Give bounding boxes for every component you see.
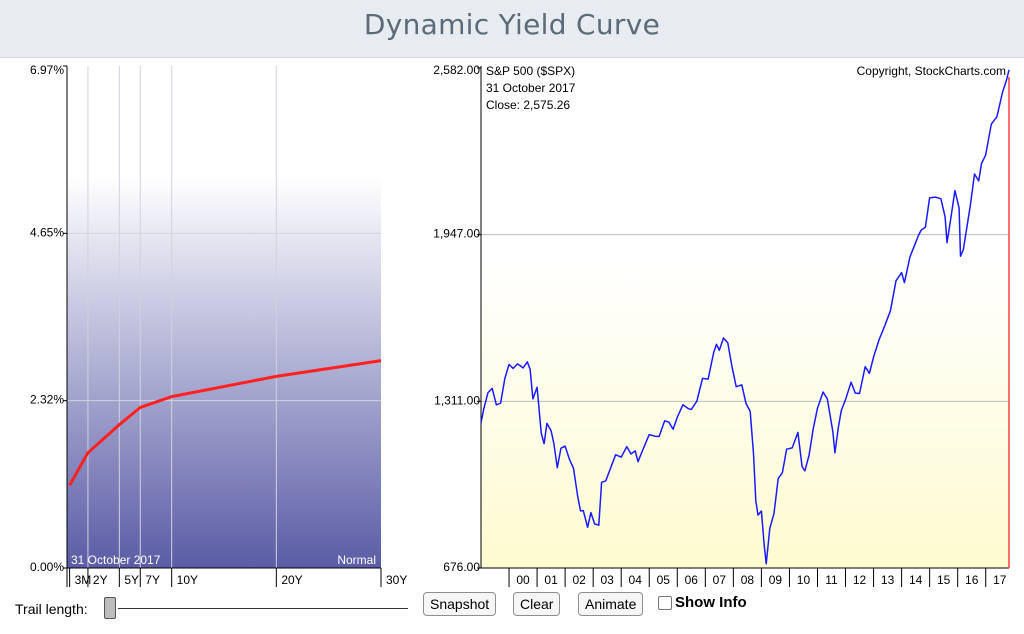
spx-y-tick-label: 1,947.00 bbox=[433, 227, 480, 241]
spx-x-tick-label: 16 bbox=[965, 573, 979, 587]
yield-x-tick-label: 5Y bbox=[124, 573, 139, 587]
yield-y-tick-label: 6.97% bbox=[30, 63, 64, 77]
yield-y-tick-label: 0.00% bbox=[30, 560, 64, 574]
yield-x-tick-label: 10Y bbox=[177, 573, 198, 587]
show-info-label: Show Info bbox=[675, 594, 747, 611]
spx-x-tick-label: 01 bbox=[544, 573, 558, 587]
spx-x-tick-label: 13 bbox=[881, 573, 895, 587]
yield-curve-chart: 6.97% 4.65% 2.32% 0.00% 3M 2Y 5Y 7Y 10Y 20Y 30Y 3… bbox=[30, 63, 407, 587]
copyright-label: Copyright, StockCharts.com bbox=[857, 64, 1006, 78]
yield-shape-label: Normal bbox=[337, 553, 376, 567]
spx-y-tick-label: 1,311.00 bbox=[434, 393, 480, 407]
page-title: Dynamic Yield Curve bbox=[363, 8, 661, 41]
spx-series-label: S&P 500 ($SPX) bbox=[486, 64, 575, 78]
yield-date-label: 31 October 2017 bbox=[71, 553, 161, 567]
spx-x-tick-label: 08 bbox=[741, 573, 755, 587]
spx-x-tick-label: 00 bbox=[516, 573, 530, 587]
trail-length-slider-handle[interactable] bbox=[104, 597, 116, 619]
spx-x-tick-label: 02 bbox=[572, 573, 586, 587]
yield-curve-line bbox=[68, 359, 382, 486]
spx-x-tick-label: 10 bbox=[797, 573, 811, 587]
spx-x-tick-label: 06 bbox=[685, 573, 699, 587]
spx-x-tick-label: 03 bbox=[601, 573, 615, 587]
spx-x-tick-label: 12 bbox=[853, 573, 867, 587]
yield-plot-area bbox=[67, 66, 381, 568]
yield-x-tick-label: 30Y bbox=[386, 573, 407, 587]
yield-x-tick-label: 20Y bbox=[281, 573, 302, 587]
spx-x-tick-label: 17 bbox=[993, 573, 1007, 587]
spx-x-tick-label: 04 bbox=[629, 573, 643, 587]
yield-y-tick-label: 4.65% bbox=[30, 225, 64, 239]
yield-y-tick-label: 2.32% bbox=[30, 393, 64, 407]
spx-y-tick-label: 2,582.00 bbox=[433, 63, 480, 77]
spx-x-tick-label: 14 bbox=[909, 573, 923, 587]
spx-x-tick-label: 07 bbox=[713, 573, 727, 587]
spx-price-line bbox=[480, 69, 1010, 565]
title-bar: Dynamic Yield Curve bbox=[0, 0, 1024, 58]
animate-button[interactable]: Animate bbox=[578, 592, 644, 616]
clear-button[interactable]: Clear bbox=[513, 592, 561, 616]
spx-x-tick-label: 11 bbox=[825, 573, 838, 587]
show-info-checkbox[interactable] bbox=[658, 596, 672, 610]
trail-length-track[interactable] bbox=[118, 608, 408, 609]
snapshot-button[interactable]: Snapshot bbox=[423, 592, 497, 616]
controls-bar: Trail length: Snapshot Clear Animate Sho… bbox=[0, 588, 1024, 634]
yield-x-tick-label: 2Y bbox=[93, 573, 108, 587]
spx-x-tick-label: 09 bbox=[769, 573, 783, 587]
yield-x-tick-label: 3M bbox=[75, 573, 92, 587]
spx-plot-area bbox=[481, 68, 1009, 568]
spx-x-tick-label: 05 bbox=[657, 573, 671, 587]
trail-length-label: Trail length: bbox=[15, 601, 88, 617]
spx-date-label: 31 October 2017 bbox=[486, 81, 576, 95]
yield-x-tick-label: 7Y bbox=[145, 573, 160, 587]
spx-chart: 2,582.00 1,947.00 1,311.00 676.00 00 01 02 03 0… bbox=[433, 63, 1010, 587]
spx-y-tick-label: 676.00 bbox=[443, 560, 480, 574]
spx-close-label: Close: 2,575.26 bbox=[486, 98, 570, 112]
spx-x-tick-label: 15 bbox=[937, 573, 951, 587]
